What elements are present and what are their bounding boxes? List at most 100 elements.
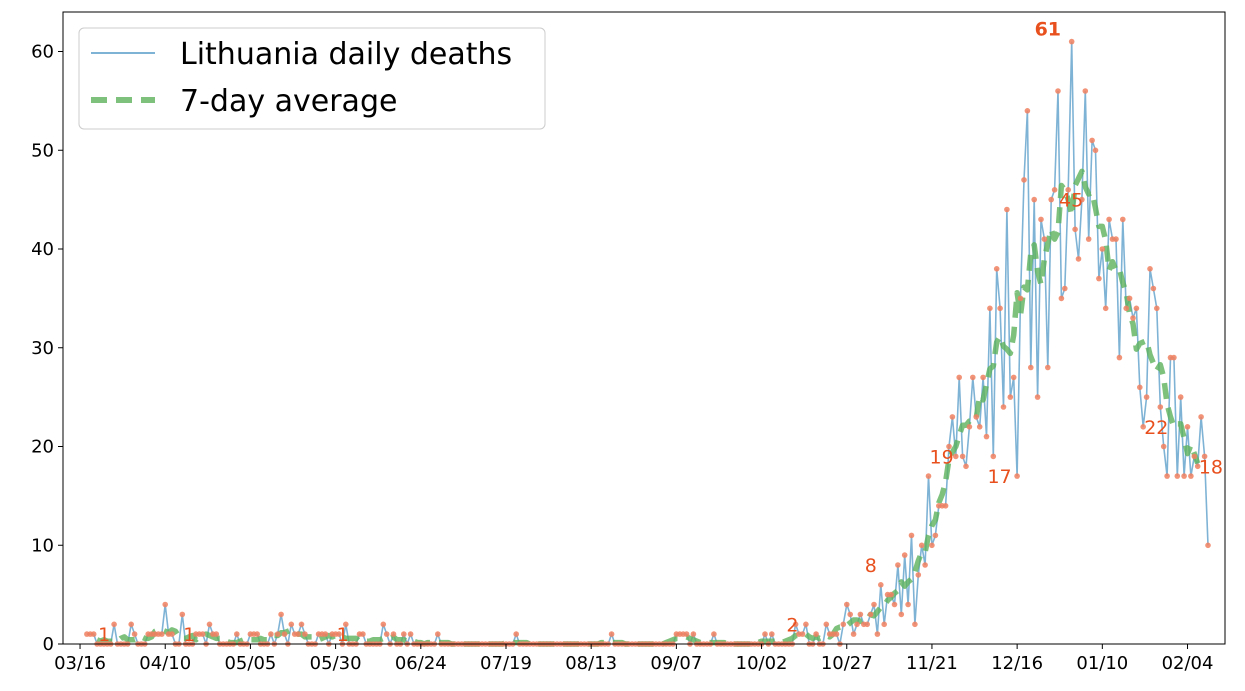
daily-point <box>918 542 925 549</box>
daily-point <box>1007 394 1014 400</box>
daily-point <box>1140 424 1146 430</box>
daily-point <box>803 621 809 628</box>
daily-point <box>1075 256 1082 262</box>
daily-point <box>1051 187 1058 193</box>
y-tick-label: 40 <box>31 239 54 260</box>
x-tick-label: 06/24 <box>395 653 447 674</box>
daily-point <box>901 552 908 558</box>
value-annotation: 18 <box>1199 456 1223 478</box>
daily-point <box>298 621 305 628</box>
daily-point <box>90 631 97 637</box>
daily-point <box>929 542 935 549</box>
value-annotation: 8 <box>865 555 877 577</box>
daily-point <box>131 631 138 637</box>
daily-point <box>1079 196 1085 203</box>
legend-label-average: 7-day average <box>180 84 397 119</box>
daily-point <box>199 631 206 637</box>
daily-point <box>1184 424 1191 430</box>
daily-point <box>302 631 308 637</box>
daily-point <box>179 611 186 618</box>
daily-point <box>1181 473 1187 479</box>
daily-point <box>946 443 952 450</box>
daily-point <box>1171 354 1177 361</box>
y-tick-label: 10 <box>31 535 54 556</box>
daily-point <box>380 621 387 628</box>
daily-point <box>1130 315 1136 321</box>
value-annotation: 1 <box>337 624 349 646</box>
daily-point <box>1160 443 1167 450</box>
daily-point <box>891 601 898 608</box>
daily-point <box>1055 88 1061 94</box>
daily-point <box>407 631 414 637</box>
daily-point <box>288 621 295 628</box>
daily-point <box>980 374 986 381</box>
value-annotation: 19 <box>930 446 954 468</box>
x-tick-label: 10/02 <box>736 653 788 674</box>
daily-point <box>997 305 1003 312</box>
daily-point <box>799 631 806 637</box>
x-tick-label: 12/16 <box>991 653 1043 674</box>
daily-point <box>213 631 220 637</box>
daily-point <box>864 621 870 628</box>
daily-point <box>966 424 973 430</box>
x-tick-label: 02/04 <box>1162 653 1214 674</box>
daily-point <box>1102 305 1109 312</box>
daily-point <box>1031 196 1037 203</box>
daily-point <box>854 621 860 628</box>
x-tick-label: 08/13 <box>565 653 617 674</box>
legend-label-daily: Lithuania daily deaths <box>180 37 512 72</box>
daily-point <box>1205 542 1211 549</box>
daily-point <box>390 631 397 637</box>
daily-point <box>1021 177 1027 183</box>
daily-point <box>1120 216 1126 223</box>
daily-point <box>1147 266 1153 272</box>
daily-point <box>850 631 857 637</box>
x-tick-label: 01/10 <box>1076 653 1128 674</box>
daily-point <box>813 631 819 637</box>
legend-box <box>78 27 546 130</box>
daily-point <box>769 631 775 637</box>
daily-point <box>993 266 1000 272</box>
daily-point <box>401 631 407 637</box>
daily-point <box>268 631 274 637</box>
daily-point <box>915 572 922 578</box>
daily-point <box>295 631 301 637</box>
daily-point <box>1174 473 1181 479</box>
daily-point <box>1034 394 1041 400</box>
daily-point <box>1028 364 1034 371</box>
value-annotation: 61 <box>1035 19 1061 41</box>
daily-point <box>942 503 949 509</box>
value-annotation: 1 <box>98 624 110 646</box>
daily-point <box>159 631 165 637</box>
value-annotation: 17 <box>987 466 1011 488</box>
daily-point <box>1048 196 1054 203</box>
y-tick-label: 30 <box>31 338 54 359</box>
daily-point <box>274 631 281 637</box>
daily-point <box>1004 206 1010 213</box>
daily-point <box>683 631 690 637</box>
daily-point <box>1072 226 1078 233</box>
daily-point <box>953 453 959 460</box>
daily-point <box>823 621 830 628</box>
x-tick-label: 10/27 <box>821 653 873 674</box>
daily-point <box>956 374 962 381</box>
value-annotation: 1 <box>183 624 195 646</box>
daily-deaths-line <box>86 41 1209 647</box>
x-tick-label: 05/30 <box>310 653 362 674</box>
daily-point <box>336 631 342 637</box>
daily-point <box>857 611 864 618</box>
daily-point <box>1096 275 1102 282</box>
daily-point <box>1126 295 1133 302</box>
y-tick-label: 20 <box>31 437 54 458</box>
value-annotation: 45 <box>1059 190 1083 212</box>
daily-point <box>949 414 956 420</box>
daily-point <box>895 562 901 568</box>
daily-point <box>762 631 768 637</box>
daily-point <box>1099 246 1106 252</box>
daily-point <box>435 631 441 637</box>
daily-point <box>1150 285 1157 292</box>
daily-point <box>922 562 928 568</box>
daily-point <box>690 631 697 637</box>
daily-point <box>1024 108 1031 114</box>
daily-point <box>905 601 911 608</box>
